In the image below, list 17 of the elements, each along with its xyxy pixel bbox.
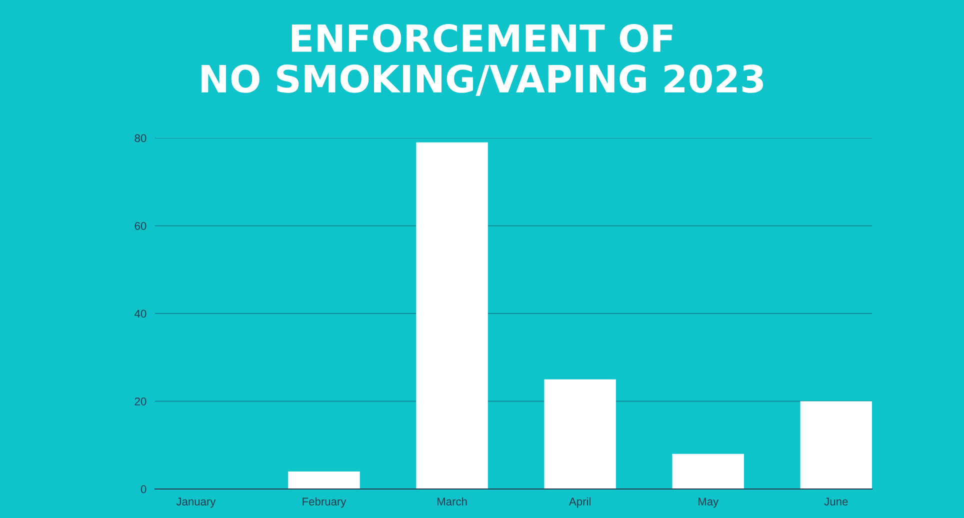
y-tick-label: 0 <box>140 485 146 494</box>
x-tick-label: February <box>302 497 346 508</box>
x-tick-label: January <box>176 498 216 508</box>
y-tick-label: 40 <box>134 310 146 318</box>
bar <box>800 401 872 489</box>
chart-title: ENFORCEMENT OF NO SMOKING/VAPING 2023 <box>201 24 763 96</box>
x-tick-label: June <box>824 498 848 506</box>
y-tick-label: 20 <box>134 398 146 406</box>
y-tick-label: 60 <box>134 222 146 230</box>
x-tick-label: April <box>568 497 590 508</box>
bar <box>672 454 744 489</box>
bar <box>544 379 616 489</box>
x-tick-label: May <box>698 498 719 508</box>
bar <box>416 142 488 489</box>
x-tick-label: March <box>438 497 467 506</box>
y-tick-label: 80 <box>134 134 146 142</box>
bar <box>288 471 360 489</box>
